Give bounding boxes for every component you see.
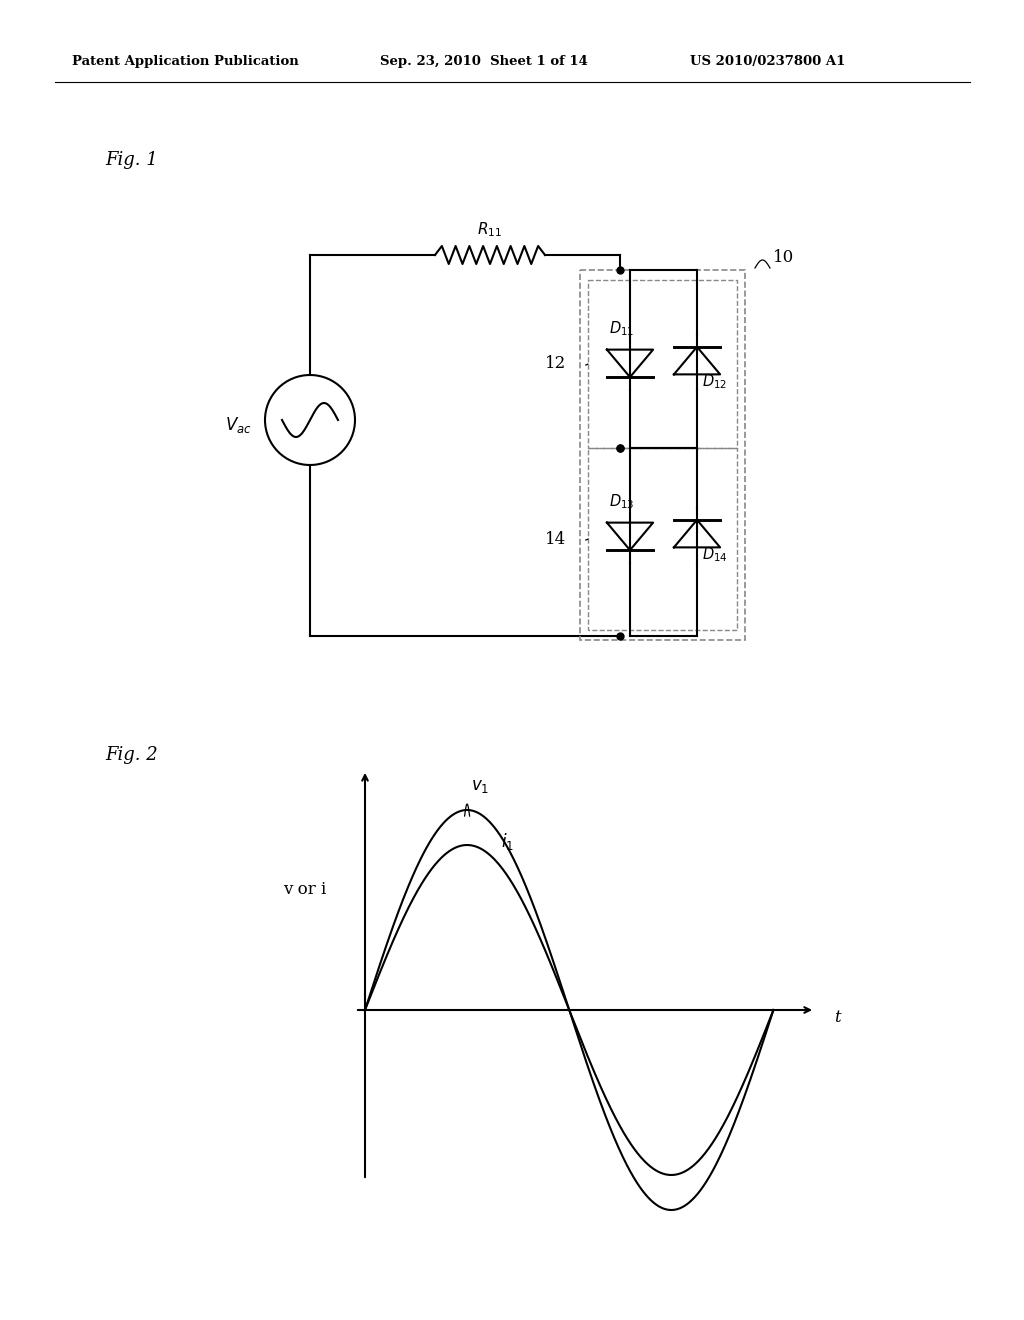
Polygon shape	[607, 523, 653, 550]
Text: $i_1$: $i_1$	[501, 830, 513, 851]
Text: 10: 10	[773, 249, 795, 267]
Bar	[588, 447, 737, 630]
Text: 14: 14	[545, 531, 566, 548]
Text: Patent Application Publication: Patent Application Publication	[72, 55, 299, 69]
Text: t: t	[834, 1010, 841, 1027]
Polygon shape	[674, 520, 720, 548]
Text: $V_{ac}$: $V_{ac}$	[224, 414, 251, 436]
Text: $R_{11}$: $R_{11}$	[477, 220, 503, 239]
Text: 12: 12	[545, 355, 566, 372]
Polygon shape	[607, 350, 653, 378]
Text: Fig. 1: Fig. 1	[105, 150, 158, 169]
Text: $v_1$: $v_1$	[471, 777, 488, 795]
Polygon shape	[674, 347, 720, 375]
Text: v or i: v or i	[284, 882, 327, 899]
Text: Sep. 23, 2010  Sheet 1 of 14: Sep. 23, 2010 Sheet 1 of 14	[380, 55, 588, 69]
Text: $D_{12}$: $D_{12}$	[702, 372, 727, 391]
Bar	[580, 271, 745, 640]
Text: $D_{13}$: $D_{13}$	[609, 492, 635, 511]
Text: $D_{11}$: $D_{11}$	[609, 319, 635, 338]
Text: Fig. 2: Fig. 2	[105, 746, 158, 764]
Bar	[588, 280, 737, 447]
Text: $D_{14}$: $D_{14}$	[702, 545, 728, 564]
Text: US 2010/0237800 A1: US 2010/0237800 A1	[690, 55, 846, 69]
